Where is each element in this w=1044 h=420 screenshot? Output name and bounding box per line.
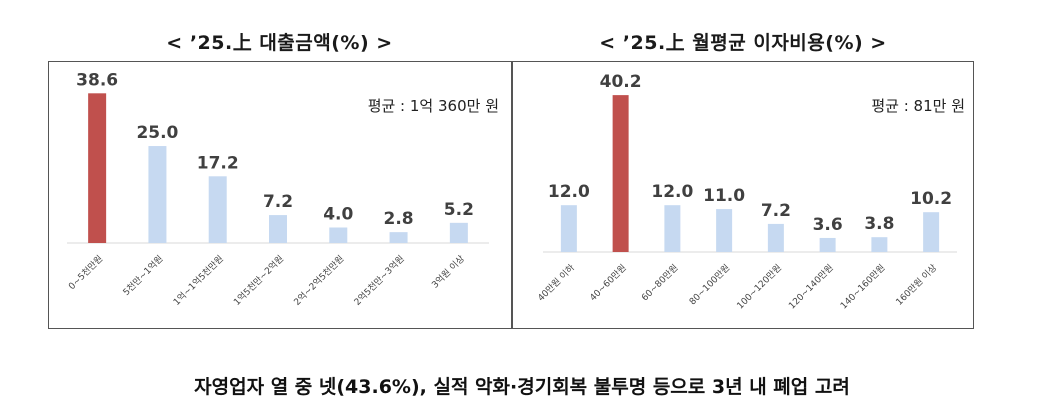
bar [871, 237, 888, 252]
x-tick-label: 120~140만원 [787, 262, 836, 311]
x-tick-label: 80~100만원 [687, 262, 732, 307]
bar-value-label: 38.6 [76, 70, 118, 90]
bar [148, 146, 167, 243]
bar [819, 237, 836, 252]
bar-value-label: 11.0 [703, 186, 745, 206]
x-tick-label: 40~60만원 [588, 262, 629, 303]
bar [329, 227, 348, 243]
interest-cost-chart: 평균 : 81만 원 12.0 40만원 이하 40.2 40~60만원 12.0 60~8… [536, 72, 965, 311]
loan-amount-chart-panel: 평균 : 1억 360만 원 38.6 0~5천만원 25.0 5천만~1억원 17.2 1… [48, 61, 512, 329]
bar-value-label: 40.2 [600, 72, 642, 92]
bar-value-label: 3.8 [864, 214, 894, 234]
average-annotation: 평균 : 81만 원 [871, 97, 965, 115]
bar-value-label: 10.2 [910, 189, 952, 209]
bar [664, 205, 681, 252]
bar-value-label: 25.0 [136, 123, 178, 143]
x-tick-label: 1억5천만~2억원 [231, 253, 286, 308]
bar [923, 212, 940, 252]
x-tick-label: 1억~1억5천만원 [171, 253, 226, 308]
x-tick-label: 2억5천만~3억원 [351, 253, 406, 308]
x-tick-label: 5천만~1억원 [120, 253, 165, 298]
interest-cost-chart-panel: 평균 : 81만 원 12.0 40만원 이하 40.2 40~60만원 12.0 60~8… [512, 61, 974, 329]
bar-value-label: 5.2 [444, 200, 474, 220]
loan-amount-chart: 평균 : 1억 360만 원 38.6 0~5천만원 25.0 5천만~1억원 17.2 1… [66, 70, 499, 308]
x-tick-label: 2억~2억5천만원 [291, 253, 346, 308]
x-tick-label: 40만원 이하 [536, 262, 578, 304]
x-tick-label: 60~80만원 [639, 262, 680, 303]
chart-title-loan-amount: < ’25.上 대출금액(%) > [166, 32, 393, 54]
bar-value-label: 3.6 [813, 215, 843, 235]
bar-value-label: 2.8 [384, 209, 414, 229]
x-tick-label: 3억원 이상 [429, 253, 467, 291]
bar-value-label: 12.0 [651, 182, 693, 202]
footer-caption: 자영업자 열 중 넷(43.6%), 실적 악화·경기회복 불투명 등으로 3년… [194, 376, 850, 398]
bar-value-label: 4.0 [323, 204, 353, 224]
bar-value-label: 7.2 [761, 201, 791, 221]
bar [449, 222, 468, 243]
bar [208, 176, 227, 243]
bar-value-label: 17.2 [197, 153, 239, 173]
bar [560, 205, 577, 252]
bar [88, 93, 107, 244]
average-annotation: 평균 : 1억 360만 원 [368, 97, 499, 115]
x-tick-label: 0~5천만원 [66, 253, 105, 292]
bar [716, 209, 733, 252]
bar [389, 232, 408, 243]
bar [269, 215, 287, 243]
bar [767, 223, 784, 252]
x-tick-label: 140~160만원 [838, 262, 887, 311]
bar-value-label: 7.2 [263, 192, 293, 212]
chart-title-interest-cost: < ’25.上 월평균 이자비용(%) > [599, 32, 887, 54]
bar-value-label: 12.0 [548, 182, 590, 202]
x-tick-label: 160만원 이상 [894, 262, 939, 307]
x-tick-label: 100~120만원 [735, 262, 784, 311]
bar [612, 95, 629, 252]
